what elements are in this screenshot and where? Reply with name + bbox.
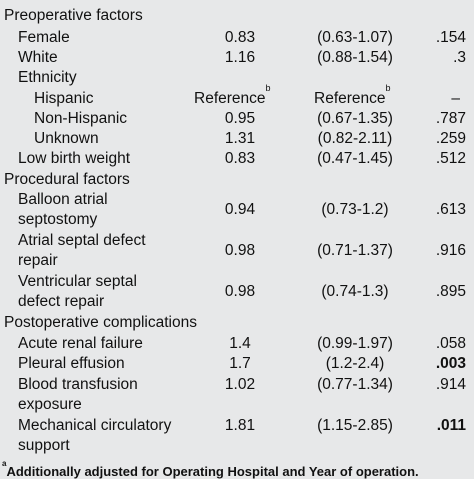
p-value: .011 (436, 417, 466, 434)
p-value: .259 (435, 130, 466, 147)
odds-ratio: 1.16 (224, 49, 256, 66)
confidence-interval: (1.2-2.4) (325, 355, 385, 372)
p-value: .003 (435, 355, 466, 372)
table-row-female: Female 0.83 (0.63-1.07) .154 (0, 28, 474, 48)
table-row-white: White 1.16 (0.88-1.54) .3 (0, 48, 474, 68)
confidence-interval: (0.74-1.3) (321, 283, 389, 300)
row-label: Acute renal failure (18, 335, 143, 352)
footnote-marker: b (385, 82, 391, 93)
confidence-interval: (0.47-1.45) (317, 150, 393, 167)
odds-ratio: 1.7 (229, 355, 251, 372)
table-row-ethnicity: Ethnicity (0, 68, 474, 88)
confidence-interval: (0.82-2.11) (317, 130, 393, 147)
row-label: Blood transfusion (18, 376, 138, 393)
row-label: Unknown (34, 130, 99, 147)
section-header-procedural: Procedural factors (0, 170, 474, 190)
odds-ratio: 0.83 (224, 150, 256, 167)
table-row-mechanical-circulatory-support: Mechanical circulatory 1.81 (1.15-2.85) … (0, 416, 474, 436)
p-value: .914 (435, 376, 466, 393)
table-row-unknown: Unknown 1.31 (0.82-2.11) .259 (0, 129, 474, 149)
confidence-interval: (0.88-1.54) (317, 49, 393, 66)
table-row-continuation: exposure (0, 395, 474, 415)
p-value: – (451, 90, 460, 107)
table-row-low-birth-weight: Low birth weight 0.83 (0.47-1.45) .512 (0, 149, 474, 169)
table-row-non-hispanic: Non-Hispanic 0.95 (0.67-1.35) .787 (0, 109, 474, 129)
row-label: Non-Hispanic (34, 110, 128, 127)
confidence-interval: (0.99-1.97) (317, 335, 393, 352)
confidence-interval: Referenceb (314, 82, 391, 107)
odds-ratio: 0.94 (224, 201, 256, 218)
row-label: Procedural factors (4, 171, 130, 188)
row-label: exposure (18, 396, 82, 413)
table-row-ventricular-septal-defect-repair: Ventricular septal 0.98 (0.74-1.3) .895 (0, 272, 474, 300)
p-value: .895 (435, 283, 466, 300)
row-label: Low birth weight (18, 150, 131, 167)
confidence-interval: (0.77-1.34) (317, 376, 393, 393)
p-value: .3 (453, 49, 466, 66)
row-label: Atrial septal defect (18, 232, 146, 249)
odds-ratio: 0.83 (224, 29, 256, 46)
p-value: .787 (435, 110, 466, 127)
row-label: defect repair (18, 293, 105, 310)
table-row-continuation: septostomy (0, 210, 474, 230)
section-header-preoperative: Preoperative factors (0, 6, 474, 26)
p-value: .154 (435, 29, 466, 46)
odds-ratio: Referenceb (194, 82, 271, 107)
table-row-hispanic: Hispanic Referenceb Referenceb – (0, 82, 474, 109)
table-row-atrial-septal-defect-repair: Atrial septal defect 0.98 (0.71-1.37) .9… (0, 231, 474, 259)
row-label: Balloon atrial (18, 191, 108, 208)
footnote-marker: b (265, 82, 271, 93)
row-label: repair (18, 252, 58, 269)
table-row-continuation: support (0, 436, 474, 456)
odds-ratio: 1.4 (229, 335, 251, 352)
row-label: White (18, 49, 58, 66)
row-label: support (18, 437, 70, 454)
footnote-marker: a (2, 458, 7, 468)
confidence-interval: (0.71-1.37) (317, 242, 393, 259)
odds-ratio: 0.98 (224, 283, 256, 300)
odds-ratio: 1.81 (224, 417, 256, 434)
confidence-interval: (0.73-1.2) (321, 201, 389, 218)
table-row-balloon-atrial-septostomy: Balloon atrial 0.94 (0.73-1.2) .613 (0, 190, 474, 218)
p-value: .916 (435, 242, 466, 259)
odds-ratio: 0.98 (224, 242, 256, 259)
row-label: Preoperative factors (4, 7, 143, 24)
row-label: septostomy (18, 211, 98, 228)
row-label: Ethnicity (18, 69, 77, 86)
table-row-pleural-effusion: Pleural effusion 1.7 (1.2-2.4) .003 (0, 354, 474, 374)
row-label: Hispanic (34, 90, 94, 107)
table-footnote: aAdditionally adjusted for Operating Hos… (2, 459, 419, 479)
p-value: .512 (435, 150, 466, 167)
confidence-interval: (1.15-2.85) (317, 417, 393, 434)
table-row-acute-renal-failure: Acute renal failure 1.4 (0.99-1.97) .058 (0, 334, 474, 354)
odds-ratio: 1.02 (224, 376, 256, 393)
row-label: Female (18, 29, 70, 46)
odds-ratio: 1.31 (224, 130, 256, 147)
p-value: .613 (435, 201, 466, 218)
section-header-postoperative: Postoperative complications (0, 313, 474, 333)
confidence-interval: (0.63-1.07) (317, 29, 393, 46)
footnote-text: Additionally adjusted for Operating Hosp… (6, 464, 419, 479)
table-row-continuation: repair (0, 251, 474, 271)
row-label: Pleural effusion (18, 355, 125, 372)
table-row-continuation: defect repair (0, 292, 474, 312)
p-value: .058 (435, 335, 466, 352)
confidence-interval: (0.67-1.35) (317, 110, 393, 127)
row-label: Ventricular septal (18, 273, 137, 290)
row-label: Mechanical circulatory (18, 417, 172, 434)
row-label: Postoperative complications (4, 314, 197, 331)
odds-ratio: 0.95 (224, 110, 256, 127)
table-row-blood-transfusion-exposure: Blood transfusion 1.02 (0.77-1.34) .914 (0, 375, 474, 395)
